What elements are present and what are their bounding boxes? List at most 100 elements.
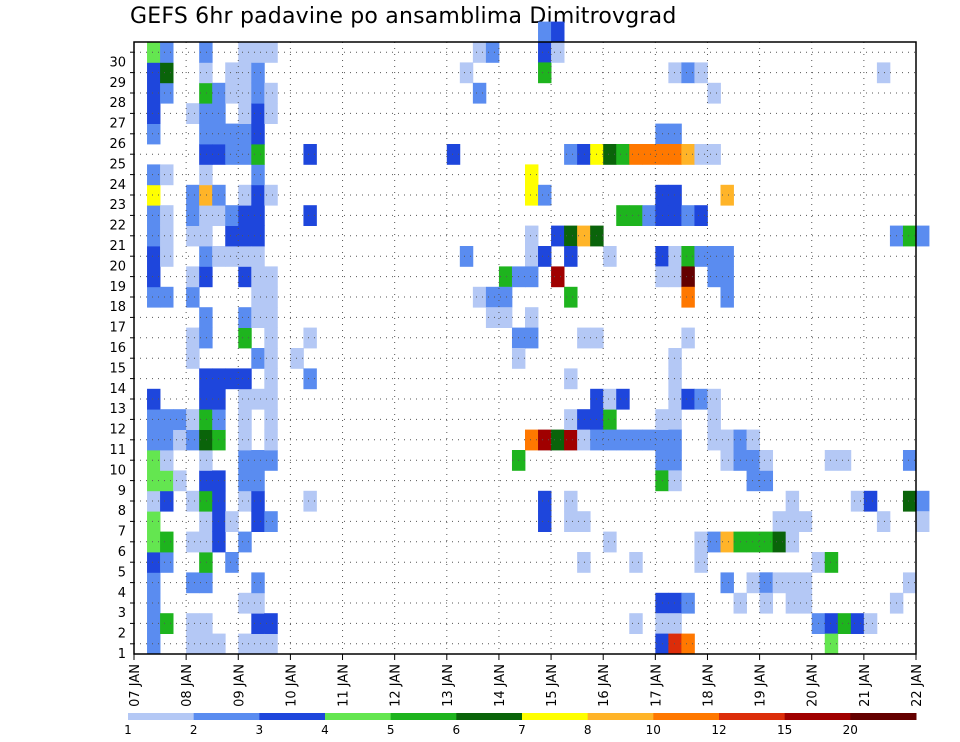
y-tick-label: 21 [109,239,126,254]
heatmap-cell [147,42,161,63]
heatmap-cell [173,470,187,492]
heatmap-cell [850,613,865,634]
heatmap-cell [199,225,213,247]
heatmap-cell [199,103,213,124]
heatmap-cell [225,62,239,84]
y-tick-label: 19 [109,280,126,295]
heatmap-cell [251,266,265,288]
heatmap-cell [199,511,213,532]
heatmap-cell [147,429,161,451]
heatmap-cell [199,450,213,471]
heatmap-cell [238,592,252,614]
heatmap-cell [629,552,643,573]
heatmap-cell [551,225,565,247]
heatmap-cell [759,592,774,614]
heatmap-cell [707,144,721,165]
heatmap-cell [303,144,317,165]
heatmap-cell [147,164,161,186]
heatmap-cell [251,470,265,492]
heatmap-cell [642,429,656,451]
chart-title: GEFS 6hr padavine po ansamblima Dimitrov… [130,4,677,29]
heatmap-cell [199,42,213,63]
heatmap-cell [186,103,200,124]
heatmap-cell [707,246,721,267]
heatmap-cell [485,307,500,328]
heatmap-cell [225,82,239,104]
y-tick-label: 17 [109,321,126,336]
legend-swatch [128,713,195,720]
heatmap-cell [525,246,539,267]
heatmap-cell [707,266,721,288]
heatmap-cell [147,633,161,655]
heatmap-cell [147,450,161,471]
heatmap-cell [681,327,695,349]
heatmap-cell [668,429,682,451]
heatmap-cell [173,429,187,451]
y-tick-label: 20 [109,259,126,274]
heatmap-cell [199,368,213,390]
heatmap-cell [251,511,265,532]
legend-label: 3 [255,723,263,737]
heatmap-cell [264,348,278,369]
heatmap-cell [668,246,682,267]
heatmap-cell [147,205,161,226]
heatmap-cell [264,103,278,124]
heatmap-cell [902,450,917,471]
heatmap-cell [564,368,578,390]
heatmap-cell [147,184,161,206]
heatmap-cell [147,266,161,288]
heatmap-cell [199,633,213,655]
x-tick-label: 08 JAN [180,664,195,707]
heatmap-cell [564,225,578,247]
y-tick-label: 2 [118,627,126,642]
heatmap-cell [707,388,721,410]
heatmap-cell [225,552,239,573]
heatmap-cell [720,246,734,267]
heatmap-cell [681,388,695,410]
y-tick-label: 9 [118,484,126,499]
y-tick-label: 24 [109,178,126,193]
heatmap-cell [902,225,917,247]
heatmap-cell [525,266,539,288]
heatmap-cell [720,531,734,553]
heatmap-cell [681,592,695,614]
heatmap-cell [238,42,252,63]
x-tick-label: 09 JAN [232,664,247,707]
x-tick-label: 15 JAN [545,664,560,707]
heatmap-cell [694,62,708,84]
heatmap-cell [147,246,161,267]
heatmap-cell [199,246,213,267]
heatmap-cell [186,633,200,655]
heatmap-cell [160,429,174,451]
heatmap-cell [251,490,265,512]
heatmap-cell [759,531,774,553]
heatmap-cell [668,368,682,390]
heatmap-cell [538,511,552,532]
x-tick-label: 16 JAN [597,664,612,707]
heatmap-cell [199,266,213,288]
heatmap-cell [251,348,265,369]
heatmap-cell [264,307,278,328]
heatmap-cell [577,225,591,247]
heatmap-cell [147,490,161,512]
heatmap-cell [251,144,265,165]
heatmap-cell [251,205,265,226]
y-tick-label: 30 [109,55,126,70]
heatmap-cell [238,450,252,471]
heatmap-cell [694,246,708,267]
heatmap-cell [251,82,265,104]
y-tick-label: 6 [118,545,126,560]
heatmap-cell [186,490,200,512]
legend-label: 10 [646,723,661,737]
heatmap-cell [186,225,200,247]
heatmap-cell [668,388,682,410]
heatmap-cell [629,613,643,634]
heatmap-cell [472,42,487,63]
heatmap-cell [238,470,252,492]
heatmap-cell [772,511,787,532]
heatmap-cell [186,531,200,553]
heatmap-cell [186,348,200,369]
legend-swatch [719,713,786,720]
legend-swatch [653,713,720,720]
y-tick-label: 25 [109,157,126,172]
